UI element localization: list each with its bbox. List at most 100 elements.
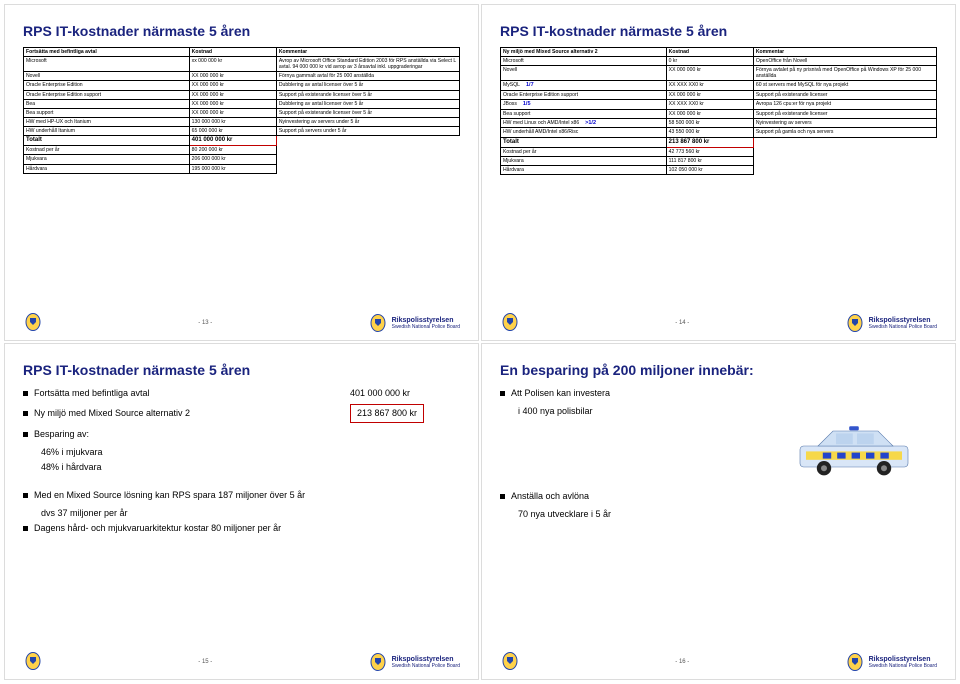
org-logo: RikspolisstyrelsenSwedish National Polic… bbox=[845, 652, 937, 672]
bullet-label: Ny miljö med Mixed Source alternativ 2 bbox=[34, 406, 350, 420]
bullet-marker bbox=[23, 391, 28, 396]
table-cell: Hårdvara bbox=[24, 164, 190, 173]
total-value: 401 000 000 kr bbox=[189, 136, 276, 146]
slide-14: RPS IT-kostnader närmaste 5 åren Ny milj… bbox=[481, 4, 956, 341]
table-cell: 43 550 000 kr bbox=[666, 128, 753, 137]
bullet-marker bbox=[23, 526, 28, 531]
table-row: Bea supportXX 000 000 krSupport på exist… bbox=[24, 108, 460, 117]
table-cell: Novell bbox=[24, 72, 190, 81]
table-row: Kostnad per år80 200 000 kr bbox=[24, 146, 460, 155]
table-row: Mjukvara111 817 800 kr bbox=[501, 156, 937, 165]
bullet-marker bbox=[23, 493, 28, 498]
table-row: Mjukvara206 000 000 kr bbox=[24, 155, 460, 164]
bullet-sub: i 400 nya polisbilar bbox=[518, 404, 937, 418]
table-row: Microsoftxx 000 000 krAvrop av Microsoft… bbox=[24, 57, 460, 72]
table-cell: XX XXX XX0 kr bbox=[666, 81, 753, 91]
table-cell: XX 000 000 kr bbox=[189, 90, 276, 99]
table-cell: xx 000 000 kr bbox=[189, 57, 276, 72]
table-cell: 111 817 800 kr bbox=[666, 156, 753, 165]
table-row: JBoss1/5XX XXX XX0 krAvropa 126 cpu:er f… bbox=[501, 100, 937, 110]
slide-15: RPS IT-kostnader närmaste 5 åren Fortsät… bbox=[4, 343, 479, 680]
table-row: BeaXX 000 000 krDubblering av antal lice… bbox=[24, 99, 460, 108]
total-label: Totalt bbox=[501, 137, 667, 147]
table-cell: JBoss1/5 bbox=[501, 100, 667, 110]
total-label: Totalt bbox=[24, 136, 190, 146]
table-cell: 60 st servers med MySQL för nya projekt bbox=[753, 81, 936, 91]
bullet-label: Dagens hård- och mjukvaruarkitektur kost… bbox=[34, 521, 460, 535]
bullet-label: Med en Mixed Source lösning kan RPS spar… bbox=[34, 488, 460, 502]
table-cell: XX XXX XX0 kr bbox=[666, 100, 753, 110]
table-cell: XX 000 000 kr bbox=[666, 109, 753, 118]
table-cell: Mjukvara bbox=[501, 156, 667, 165]
slide-title: RPS IT-kostnader närmaste 5 åren bbox=[23, 23, 460, 39]
table-cell: Dubblering av antal licenser över 5 år bbox=[276, 99, 459, 108]
table-row: Oracle Enterprise Edition supportXX 000 … bbox=[24, 90, 460, 99]
org-logo: RikspolisstyrelsenSwedish National Polic… bbox=[368, 313, 460, 333]
slide-16: En besparing på 200 miljoner innebär: At… bbox=[481, 343, 956, 680]
col-header: Fortsätta med befintliga avtal bbox=[24, 48, 190, 57]
table-cell: Oracle Enterprise Edition support bbox=[501, 91, 667, 100]
table-cell: Avropa 126 cpu:er för nya projekt bbox=[753, 100, 936, 110]
table-cell: 102 050 000 kr bbox=[666, 165, 753, 174]
table-cell: Förnya avtalet på ny prisnivå med OpenOf… bbox=[753, 66, 936, 81]
table-cell: XX 000 000 kr bbox=[189, 81, 276, 90]
table-cell: Mjukvara bbox=[24, 155, 190, 164]
table-row: Oracle Enterprise Edition supportXX 000 … bbox=[501, 91, 937, 100]
slide-title: En besparing på 200 miljoner innebär: bbox=[500, 362, 937, 378]
bullet-sub: 46% i mjukvara bbox=[41, 445, 460, 459]
org-logo: RikspolisstyrelsenSwedish National Polic… bbox=[845, 313, 937, 333]
cost-table-existing: Fortsätta med befintliga avtal Kostnad K… bbox=[23, 47, 460, 174]
table-row: HW med HP-UX och Itanium130 000 000 krNy… bbox=[24, 117, 460, 126]
bullet-marker bbox=[500, 494, 505, 499]
table-row: HW med Linux och AMD/Intel x86>1/258 500… bbox=[501, 118, 937, 128]
bullet-label: Att Polisen kan investera bbox=[511, 386, 937, 400]
table-cell: HW med HP-UX och Itanium bbox=[24, 117, 190, 126]
bullet-list: Fortsätta med befintliga avtal 401 000 0… bbox=[23, 386, 460, 539]
table-cell: Support på existerande licenser bbox=[753, 91, 936, 100]
table-cell: XX 000 000 kr bbox=[666, 91, 753, 100]
table-cell: XX 000 000 kr bbox=[189, 99, 276, 108]
table-cell: 58 500 000 kr bbox=[666, 118, 753, 128]
table-cell: XX 000 000 kr bbox=[189, 108, 276, 117]
table-row: HW underhåll Itanium65 000 000 krSupport… bbox=[24, 126, 460, 135]
bullet-label: Besparing av: bbox=[34, 427, 460, 441]
bullet-marker bbox=[23, 411, 28, 416]
bullet-sub: dvs 37 miljoner per år bbox=[41, 506, 460, 520]
col-header: Kommentar bbox=[276, 48, 459, 57]
table-cell: MySQL1/7 bbox=[501, 81, 667, 91]
bullet-marker bbox=[23, 432, 28, 437]
page-number: - 14 - bbox=[675, 320, 689, 326]
table-cell: Novell bbox=[501, 66, 667, 81]
total-value: 213 867 800 kr bbox=[666, 137, 753, 147]
table-cell: Support på existerande licenser över 5 å… bbox=[276, 108, 459, 117]
table-cell: Avrop av Microsoft Office Standard Editi… bbox=[276, 57, 459, 72]
table-row: Hårdvara195 000 000 kr bbox=[24, 164, 460, 173]
table-cell: HW underhåll Itanium bbox=[24, 126, 190, 135]
bullet-sub: 70 nya utvecklare i 5 år bbox=[518, 507, 937, 521]
page-number: - 15 - bbox=[198, 659, 212, 665]
table-cell: Microsoft bbox=[24, 57, 190, 72]
col-header: Kostnad bbox=[189, 48, 276, 57]
table-cell: 130 000 000 kr bbox=[189, 117, 276, 126]
bullet-value: 401 000 000 kr bbox=[350, 386, 460, 400]
table-cell: Förnya gammalt avtal för 25 000 anställd… bbox=[276, 72, 459, 81]
police-car-icon bbox=[789, 419, 919, 479]
table-cell: XX 000 000 kr bbox=[666, 66, 753, 81]
slide-footer: - 16 - RikspolisstyrelsenSwedish Nationa… bbox=[500, 651, 937, 673]
table-row: Bea supportXX 000 000 krSupport på exist… bbox=[501, 109, 937, 118]
table-cell: Support på existerande licenser över 5 å… bbox=[276, 90, 459, 99]
table-row: NovellXX 000 000 krFörnya gammalt avtal … bbox=[24, 72, 460, 81]
table-cell: 80 200 000 kr bbox=[189, 146, 276, 155]
fraction-note: 1/7 bbox=[520, 82, 534, 88]
table-cell: Support på existerande licenser bbox=[753, 109, 936, 118]
fraction-note: >1/2 bbox=[579, 120, 596, 126]
page-number: - 16 - bbox=[675, 659, 689, 665]
col-header: Kommentar bbox=[753, 48, 936, 57]
table-cell: Nyinvestering av servers bbox=[753, 118, 936, 128]
bullet-value-highlight: 213 867 800 kr bbox=[350, 404, 424, 422]
table-cell: Kostnad per år bbox=[501, 147, 667, 156]
table-row: Hårdvara102 050 000 kr bbox=[501, 165, 937, 174]
slide-footer: - 14 - RikspolisstyrelsenSwedish Nationa… bbox=[500, 312, 937, 334]
slide-title: RPS IT-kostnader närmaste 5 åren bbox=[23, 362, 460, 378]
page-number: - 13 - bbox=[198, 320, 212, 326]
